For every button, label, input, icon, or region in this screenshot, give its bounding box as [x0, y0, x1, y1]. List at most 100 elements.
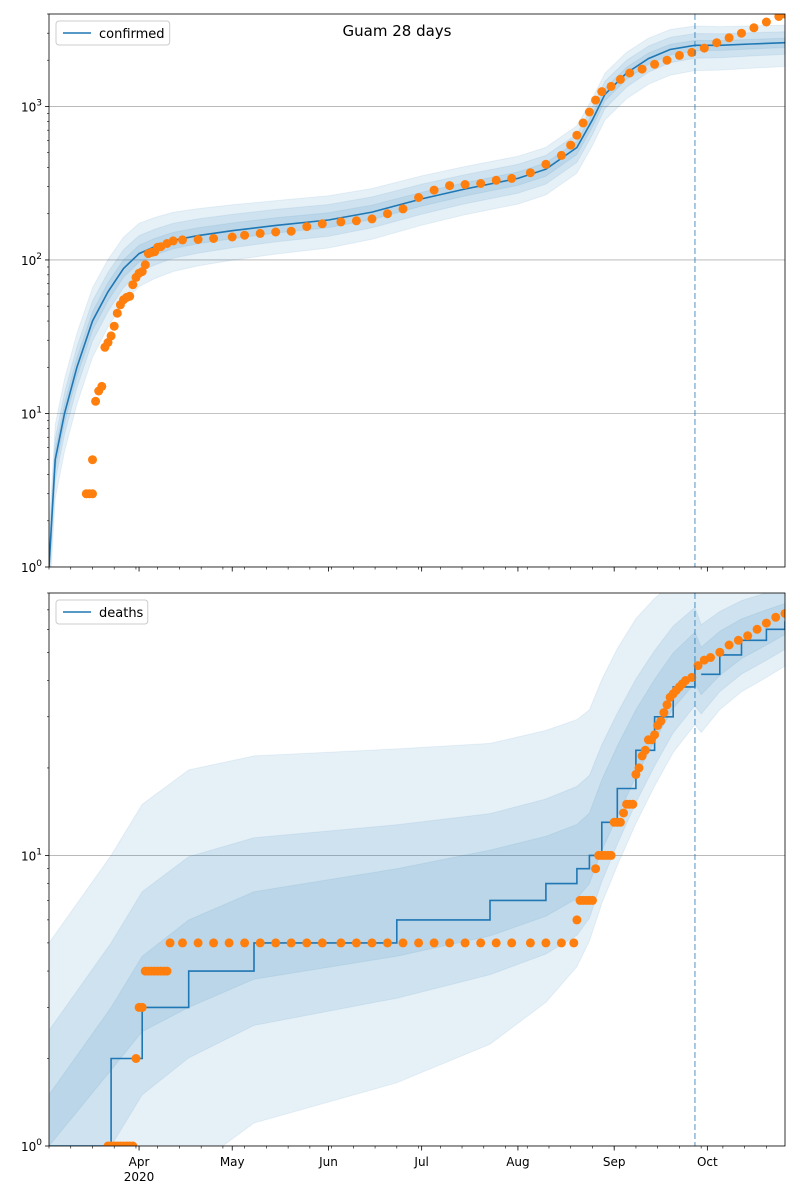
observed-point — [476, 938, 486, 948]
observed-point — [507, 938, 517, 948]
x-tick-label: Jul — [413, 1155, 428, 1169]
observed-point — [662, 700, 672, 710]
observed-point — [271, 938, 281, 948]
observed-point — [227, 232, 237, 242]
observed-point — [414, 938, 424, 948]
legend: deaths — [55, 599, 149, 625]
observed-point — [591, 95, 601, 105]
observed-point — [106, 331, 116, 341]
observed-point — [761, 618, 771, 628]
observed-point — [91, 396, 101, 406]
x-tick-label: May — [220, 1155, 245, 1169]
observed-point — [572, 915, 582, 925]
observed-point — [137, 267, 147, 277]
observed-point — [634, 763, 644, 773]
observed-point — [88, 489, 97, 499]
legend: confirmed — [55, 20, 171, 46]
observed-point — [584, 107, 594, 117]
observed-point — [569, 938, 579, 948]
observed-point — [780, 14, 785, 19]
observed-point — [271, 227, 281, 237]
observed-point — [591, 864, 601, 874]
observed-point — [398, 938, 408, 948]
uncertainty-band — [49, 593, 785, 1146]
observed-point — [749, 23, 759, 33]
x-tick-label: Oct — [697, 1155, 718, 1169]
observed-point — [752, 624, 762, 634]
plot-area — [49, 593, 785, 1146]
observed-point — [224, 938, 234, 948]
confirmed-panel: 100 101 102 103 confirmed — [21, 13, 786, 575]
observed-point — [429, 185, 439, 195]
observed-point — [578, 118, 588, 128]
observed-point — [780, 609, 785, 618]
observed-point — [541, 938, 551, 948]
observed-point — [255, 938, 265, 948]
observed-point — [162, 966, 172, 976]
x-year-label: 2020 — [124, 1170, 155, 1184]
observed-point — [525, 168, 535, 178]
observed-point — [367, 938, 377, 948]
observed-point — [367, 214, 377, 224]
observed-point — [351, 216, 361, 226]
observed-point — [209, 938, 219, 948]
observed-point — [137, 1002, 147, 1012]
y-tick-label: 101 — [21, 405, 42, 421]
observed-point — [286, 226, 296, 236]
observed-point — [109, 321, 119, 331]
observed-point — [615, 817, 625, 827]
observed-point — [383, 209, 392, 219]
legend-box — [55, 20, 171, 46]
y-tick-label: 101 — [21, 847, 42, 863]
observed-point — [429, 938, 439, 948]
uncertainty-band — [49, 593, 785, 1146]
observed-point — [706, 653, 715, 662]
observed-point — [445, 938, 455, 948]
observed-point — [687, 47, 697, 57]
observed-point — [286, 938, 296, 948]
observed-point — [445, 181, 455, 191]
axes-frame — [48, 13, 786, 568]
y-tick-label: 103 — [21, 98, 42, 114]
observed-point — [566, 140, 576, 150]
observed-point — [662, 55, 672, 65]
observed-point — [128, 1141, 138, 1146]
observed-point — [737, 28, 746, 38]
observed-point — [693, 661, 703, 671]
observed-point — [674, 50, 684, 60]
observed-point — [687, 672, 697, 682]
observed-point — [351, 938, 361, 948]
observed-point — [606, 850, 616, 860]
plot-area — [49, 14, 785, 567]
observed-point — [724, 640, 734, 650]
observed-point — [131, 1054, 141, 1063]
legend-label: deaths — [99, 606, 144, 621]
observed-point — [637, 64, 647, 74]
uncertainty-band — [49, 602, 785, 1146]
observed-point — [414, 193, 424, 202]
observed-point — [209, 234, 219, 243]
observed-point — [761, 17, 771, 27]
x-tick-label: Aug — [506, 1155, 529, 1169]
axes-frame — [48, 592, 786, 1147]
observed-point — [88, 455, 97, 465]
observed-point — [178, 235, 187, 245]
observed-point — [240, 230, 250, 240]
observed-point — [178, 938, 187, 948]
observed-point — [165, 938, 175, 948]
observed-point — [572, 130, 582, 140]
observed-point — [193, 235, 203, 244]
observed-point — [733, 635, 743, 645]
uncertainty-band — [49, 31, 785, 567]
observed-point — [771, 612, 781, 622]
y-tick-label: 102 — [21, 252, 42, 268]
observed-point — [597, 87, 607, 97]
x-tick-label: Jun — [318, 1155, 338, 1169]
observed-point — [625, 68, 635, 78]
observed-point — [240, 938, 250, 948]
observed-point — [125, 291, 135, 301]
observed-point — [712, 38, 722, 48]
observed-point — [640, 745, 650, 755]
observed-point — [715, 647, 725, 657]
